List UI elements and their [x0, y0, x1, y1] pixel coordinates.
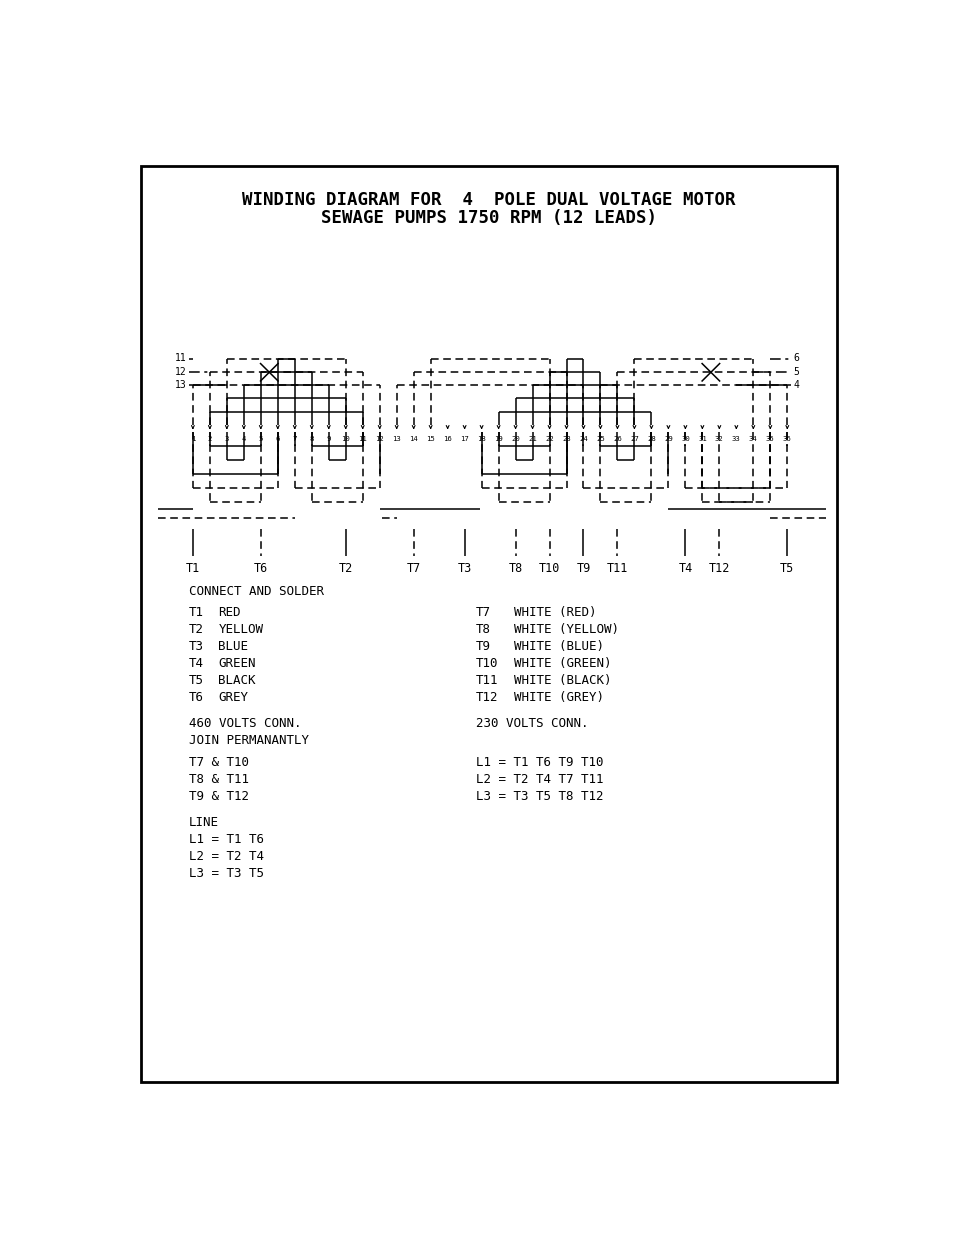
Text: GREY: GREY	[218, 692, 248, 704]
Text: T9: T9	[476, 640, 490, 653]
Text: T11: T11	[606, 562, 627, 576]
Text: T2: T2	[189, 624, 204, 636]
Text: L2 = T2 T4: L2 = T2 T4	[189, 850, 264, 863]
Text: 6: 6	[793, 353, 799, 363]
Text: 11: 11	[174, 353, 187, 363]
Text: T1: T1	[186, 562, 200, 576]
Text: T8: T8	[508, 562, 522, 576]
Text: 25: 25	[596, 436, 604, 442]
Text: GREEN: GREEN	[218, 657, 255, 671]
Text: RED: RED	[218, 606, 241, 619]
Text: 12: 12	[174, 367, 187, 377]
Text: L1 = T1 T6 T9 T10: L1 = T1 T6 T9 T10	[476, 756, 602, 768]
Text: T8: T8	[476, 624, 490, 636]
Text: 33: 33	[731, 436, 740, 442]
Text: T10: T10	[538, 562, 559, 576]
Text: WHITE (RED): WHITE (RED)	[514, 606, 597, 619]
Text: 8: 8	[309, 436, 314, 442]
Text: T1: T1	[189, 606, 204, 619]
Text: BLACK: BLACK	[218, 674, 255, 687]
Text: 19: 19	[494, 436, 502, 442]
Text: 29: 29	[663, 436, 672, 442]
Text: 5: 5	[793, 367, 799, 377]
Text: 1: 1	[191, 436, 194, 442]
Text: L2 = T2 T4 T7 T11: L2 = T2 T4 T7 T11	[476, 773, 602, 785]
Text: 7: 7	[293, 436, 296, 442]
Text: L3 = T3 T5: L3 = T3 T5	[189, 867, 264, 879]
Text: 10: 10	[341, 436, 350, 442]
Text: T5: T5	[780, 562, 794, 576]
Text: 12: 12	[375, 436, 384, 442]
Text: WHITE (BLACK): WHITE (BLACK)	[514, 674, 612, 687]
Text: WHITE (GREY): WHITE (GREY)	[514, 692, 604, 704]
Text: 17: 17	[459, 436, 469, 442]
Text: T11: T11	[476, 674, 497, 687]
Text: 13: 13	[392, 436, 400, 442]
Text: 23: 23	[561, 436, 570, 442]
Text: 230 VOLTS CONN.: 230 VOLTS CONN.	[476, 718, 588, 730]
Text: WHITE (GREEN): WHITE (GREEN)	[514, 657, 612, 671]
Text: 9: 9	[326, 436, 331, 442]
Text: T7: T7	[476, 606, 490, 619]
Text: CONNECT AND SOLDER: CONNECT AND SOLDER	[189, 585, 324, 598]
Text: T10: T10	[476, 657, 497, 671]
Text: BLUE: BLUE	[218, 640, 248, 653]
Text: 16: 16	[443, 436, 452, 442]
Text: 15: 15	[426, 436, 435, 442]
Text: LINE: LINE	[189, 816, 219, 829]
Text: 13: 13	[174, 379, 187, 389]
Text: 21: 21	[528, 436, 537, 442]
Text: T12: T12	[708, 562, 729, 576]
Text: WHITE (YELLOW): WHITE (YELLOW)	[514, 624, 618, 636]
Text: 34: 34	[748, 436, 757, 442]
Text: JOIN PERMANANTLY: JOIN PERMANANTLY	[189, 734, 309, 747]
Text: 24: 24	[578, 436, 587, 442]
Text: 4: 4	[793, 379, 799, 389]
Text: 28: 28	[646, 436, 655, 442]
Text: 36: 36	[782, 436, 791, 442]
Text: 22: 22	[544, 436, 554, 442]
Text: 5: 5	[258, 436, 263, 442]
Text: T12: T12	[476, 692, 497, 704]
Text: T3: T3	[457, 562, 471, 576]
Text: T3: T3	[189, 640, 204, 653]
Text: 460 VOLTS CONN.: 460 VOLTS CONN.	[189, 718, 301, 730]
Text: T4: T4	[678, 562, 692, 576]
Text: L3 = T3 T5 T8 T12: L3 = T3 T5 T8 T12	[476, 789, 602, 803]
Text: T6: T6	[253, 562, 268, 576]
Text: 27: 27	[629, 436, 639, 442]
Text: 35: 35	[765, 436, 774, 442]
Text: T2: T2	[338, 562, 353, 576]
Text: 6: 6	[275, 436, 279, 442]
Text: SEWAGE PUMPS 1750 RPM (12 LEADS): SEWAGE PUMPS 1750 RPM (12 LEADS)	[320, 209, 657, 226]
Text: 4: 4	[241, 436, 246, 442]
Text: YELLOW: YELLOW	[218, 624, 263, 636]
Text: T6: T6	[189, 692, 204, 704]
Text: 3: 3	[224, 436, 229, 442]
Text: 20: 20	[511, 436, 519, 442]
Text: WHITE (BLUE): WHITE (BLUE)	[514, 640, 604, 653]
Text: 26: 26	[613, 436, 621, 442]
Text: 14: 14	[409, 436, 417, 442]
Text: T8 & T11: T8 & T11	[189, 773, 249, 785]
Text: 18: 18	[476, 436, 485, 442]
Text: 30: 30	[680, 436, 689, 442]
Text: T7: T7	[406, 562, 420, 576]
Text: 2: 2	[208, 436, 212, 442]
Text: T9 & T12: T9 & T12	[189, 789, 249, 803]
Text: T4: T4	[189, 657, 204, 671]
Text: L1 = T1 T6: L1 = T1 T6	[189, 832, 264, 846]
Text: 32: 32	[714, 436, 723, 442]
Text: T7 & T10: T7 & T10	[189, 756, 249, 768]
Text: WINDING DIAGRAM FOR  4  POLE DUAL VOLTAGE MOTOR: WINDING DIAGRAM FOR 4 POLE DUAL VOLTAGE …	[242, 190, 735, 209]
Text: T5: T5	[189, 674, 204, 687]
Text: 31: 31	[698, 436, 706, 442]
Text: T9: T9	[576, 562, 590, 576]
Text: 11: 11	[358, 436, 367, 442]
